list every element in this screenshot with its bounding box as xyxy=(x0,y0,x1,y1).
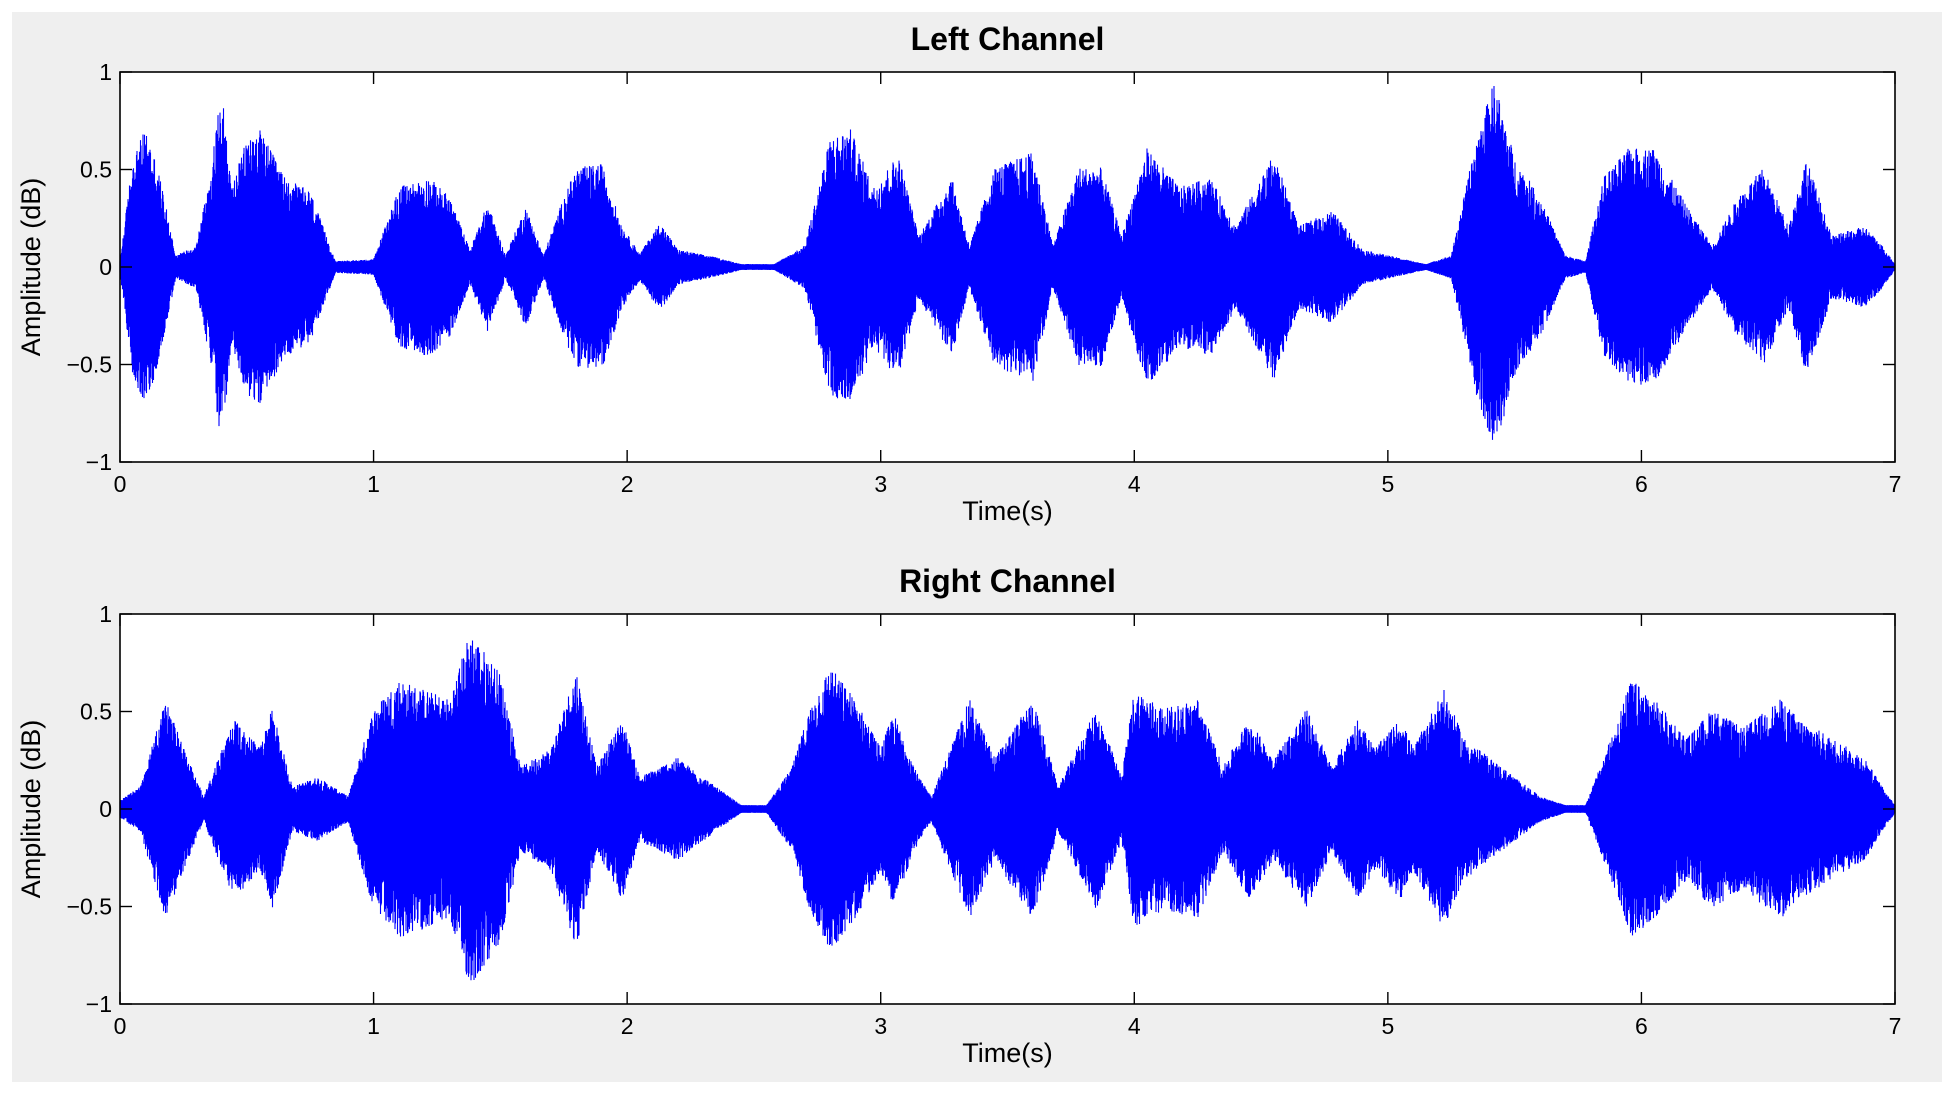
x-tick-label: 2 xyxy=(621,1013,634,1039)
x-tick-label: 0 xyxy=(114,471,127,497)
chart-panel-1: 0 1 2 3 4 5 6 7 −1 −0.5 0 0.5 1 Right Channel Time(s) A… xyxy=(16,563,1901,1068)
waveform-figure: 0 1 2 3 4 5 6 7 −1 −0.5 0 0.5 1 Left Channel Time(s) Am… xyxy=(16,21,1901,1068)
chart-title: Left Channel xyxy=(911,21,1105,57)
y-axis-label: Amplitude (dB) xyxy=(16,720,46,899)
x-tick-label: 1 xyxy=(367,1013,380,1039)
x-tick-label: 7 xyxy=(1889,471,1902,497)
y-tick-label: −1 xyxy=(86,449,112,475)
x-axis-label: Time(s) xyxy=(962,1038,1052,1068)
x-axis-label: Time(s) xyxy=(962,496,1052,526)
y-tick-label: 0 xyxy=(99,796,112,822)
x-tick-label: 6 xyxy=(1635,471,1648,497)
y-tick-label: −0.5 xyxy=(67,352,112,378)
x-tick-label: 7 xyxy=(1889,1013,1902,1039)
x-tick-label: 5 xyxy=(1381,1013,1394,1039)
y-tick-label: 0.5 xyxy=(80,699,112,725)
y-tick-label: −0.5 xyxy=(67,894,112,920)
x-tick-label: 3 xyxy=(874,471,887,497)
x-tick-label: 3 xyxy=(874,1013,887,1039)
waveform-series xyxy=(119,85,1896,440)
x-tick-label: 2 xyxy=(621,471,634,497)
x-tick-label: 0 xyxy=(114,1013,127,1039)
x-tick-label: 4 xyxy=(1128,471,1141,497)
chart-panel-0: 0 1 2 3 4 5 6 7 −1 −0.5 0 0.5 1 Left Channel Time(s) Am… xyxy=(16,21,1901,526)
chart-title: Right Channel xyxy=(899,563,1116,599)
y-tick-label: −1 xyxy=(86,991,112,1017)
x-tick-label: 4 xyxy=(1128,1013,1141,1039)
x-tick-label: 1 xyxy=(367,471,380,497)
y-tick-label: 0.5 xyxy=(80,157,112,183)
y-tick-label: 1 xyxy=(99,601,112,627)
x-tick-label: 5 xyxy=(1381,471,1394,497)
y-tick-label: 1 xyxy=(99,59,112,85)
y-axis-label: Amplitude (dB) xyxy=(16,178,46,357)
waveform-series xyxy=(119,640,1896,981)
y-tick-label: 0 xyxy=(99,254,112,280)
figure: 0 1 2 3 4 5 6 7 −1 −0.5 0 0.5 1 Left Channel Time(s) Am… xyxy=(12,12,1942,1082)
x-tick-label: 6 xyxy=(1635,1013,1648,1039)
